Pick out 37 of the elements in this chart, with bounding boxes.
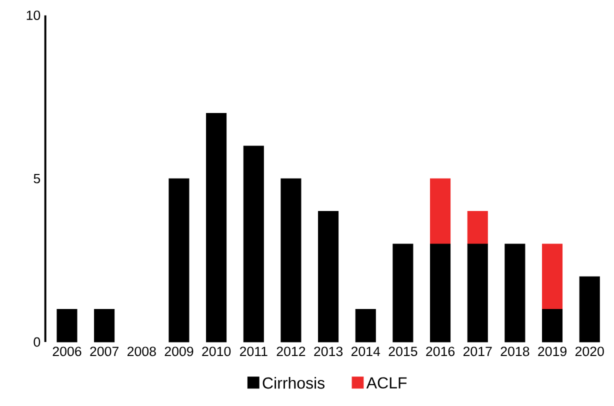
bar	[243, 146, 264, 342]
bar	[56, 309, 78, 342]
bar	[168, 178, 190, 342]
bar	[430, 178, 451, 244]
x-tick-label: 2016	[426, 346, 455, 356]
bar	[355, 309, 376, 342]
bar	[467, 244, 488, 342]
x-tick-label: 2013	[314, 346, 343, 356]
bar	[206, 113, 227, 342]
y-tick-label: 5	[34, 174, 40, 184]
y-tick-label: 10	[26, 10, 40, 20]
x-tick-label: 2011	[240, 346, 268, 356]
bar	[430, 244, 451, 342]
x-tick-label: 2008	[127, 346, 156, 356]
x-tick-label: 2010	[202, 346, 231, 356]
x-tick-label: 2009	[164, 346, 194, 356]
x-tick-label: 2007	[90, 346, 118, 356]
bar	[542, 244, 563, 310]
bar	[542, 309, 563, 342]
bar	[280, 178, 302, 342]
x-tick-label: 2006	[52, 346, 82, 356]
y-tick-label: 0	[34, 337, 40, 347]
x-tick-label: 2019	[538, 346, 566, 356]
legend-label: ACLF	[366, 377, 407, 389]
x-tick-label: 2018	[500, 346, 530, 356]
bar	[94, 309, 115, 342]
x-tick-label: 2014	[351, 346, 380, 356]
bar	[579, 276, 600, 342]
x-tick-label: 2012	[276, 346, 306, 356]
x-tick-label: 2015	[388, 346, 418, 356]
x-tick-label: 2017	[463, 346, 492, 356]
x-tick-label: 2020	[575, 346, 604, 356]
bar	[467, 211, 488, 244]
bar	[504, 244, 526, 342]
bar	[392, 244, 414, 342]
legend-label: Cirrhosis	[262, 376, 325, 389]
bar	[318, 211, 339, 342]
